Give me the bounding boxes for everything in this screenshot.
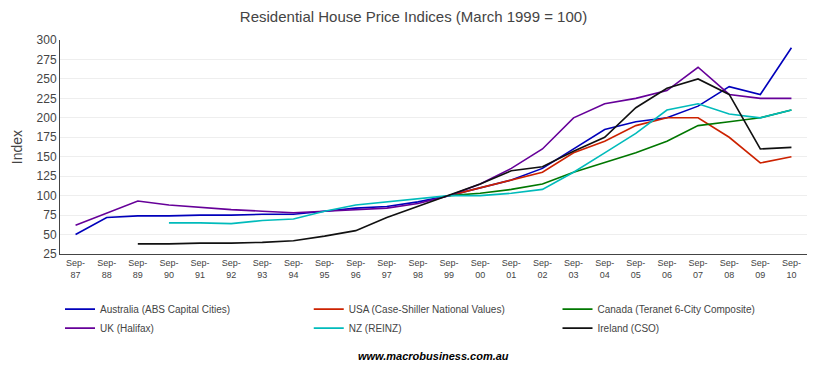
svg-text:Sep-94: Sep-94 — [284, 258, 303, 280]
svg-text:Sep-09: Sep-09 — [751, 258, 770, 280]
svg-text:Sep-04: Sep-04 — [595, 258, 614, 280]
svg-text:275: 275 — [37, 53, 57, 67]
svg-text:225: 225 — [37, 92, 57, 106]
svg-text:Sep-99: Sep-99 — [440, 258, 459, 280]
svg-text:75: 75 — [43, 208, 57, 222]
svg-text:25: 25 — [43, 247, 57, 261]
svg-text:www.macrobusiness.com.au: www.macrobusiness.com.au — [358, 350, 509, 362]
svg-text:Canada (Teranet 6-City Composi: Canada (Teranet 6-City Composite) — [598, 304, 755, 315]
svg-text:Sep-05: Sep-05 — [626, 258, 645, 280]
svg-text:Sep-91: Sep-91 — [191, 258, 210, 280]
svg-text:Sep-96: Sep-96 — [346, 258, 365, 280]
svg-text:Sep-89: Sep-89 — [128, 258, 147, 280]
svg-text:Sep-01: Sep-01 — [502, 258, 521, 280]
svg-text:250: 250 — [37, 72, 57, 86]
svg-text:Residential House Price Indice: Residential House Price Indices (March 1… — [240, 8, 587, 25]
svg-text:Index: Index — [9, 130, 25, 164]
svg-text:Sep-06: Sep-06 — [657, 258, 676, 280]
svg-text:Sep-93: Sep-93 — [253, 258, 272, 280]
svg-text:Sep-90: Sep-90 — [159, 258, 178, 280]
svg-text:USA (Case-Shiller National Val: USA (Case-Shiller National Values) — [349, 304, 505, 315]
svg-text:175: 175 — [37, 130, 57, 144]
svg-text:Ireland (CSO): Ireland (CSO) — [598, 323, 660, 334]
svg-text:Sep-92: Sep-92 — [222, 258, 241, 280]
svg-text:Sep-02: Sep-02 — [533, 258, 552, 280]
svg-text:Sep-00: Sep-00 — [471, 258, 490, 280]
svg-text:Sep-03: Sep-03 — [564, 258, 583, 280]
svg-text:UK (Halifax): UK (Halifax) — [100, 323, 154, 334]
svg-text:300: 300 — [37, 33, 57, 47]
svg-text:Sep-98: Sep-98 — [408, 258, 427, 280]
svg-text:Sep-08: Sep-08 — [720, 258, 739, 280]
svg-text:150: 150 — [37, 150, 57, 164]
svg-text:50: 50 — [43, 228, 57, 242]
svg-text:Sep-87: Sep-87 — [66, 258, 85, 280]
svg-text:Sep-95: Sep-95 — [315, 258, 334, 280]
svg-text:Sep-10: Sep-10 — [782, 258, 801, 280]
svg-text:200: 200 — [37, 111, 57, 125]
svg-text:Australia (ABS Capital Cities): Australia (ABS Capital Cities) — [100, 304, 230, 315]
svg-text:Sep-97: Sep-97 — [377, 258, 396, 280]
svg-text:Sep-07: Sep-07 — [689, 258, 708, 280]
svg-text:Sep-88: Sep-88 — [97, 258, 116, 280]
svg-text:125: 125 — [37, 169, 57, 183]
svg-text:100: 100 — [37, 189, 57, 203]
svg-text:NZ (REINZ): NZ (REINZ) — [349, 323, 402, 334]
